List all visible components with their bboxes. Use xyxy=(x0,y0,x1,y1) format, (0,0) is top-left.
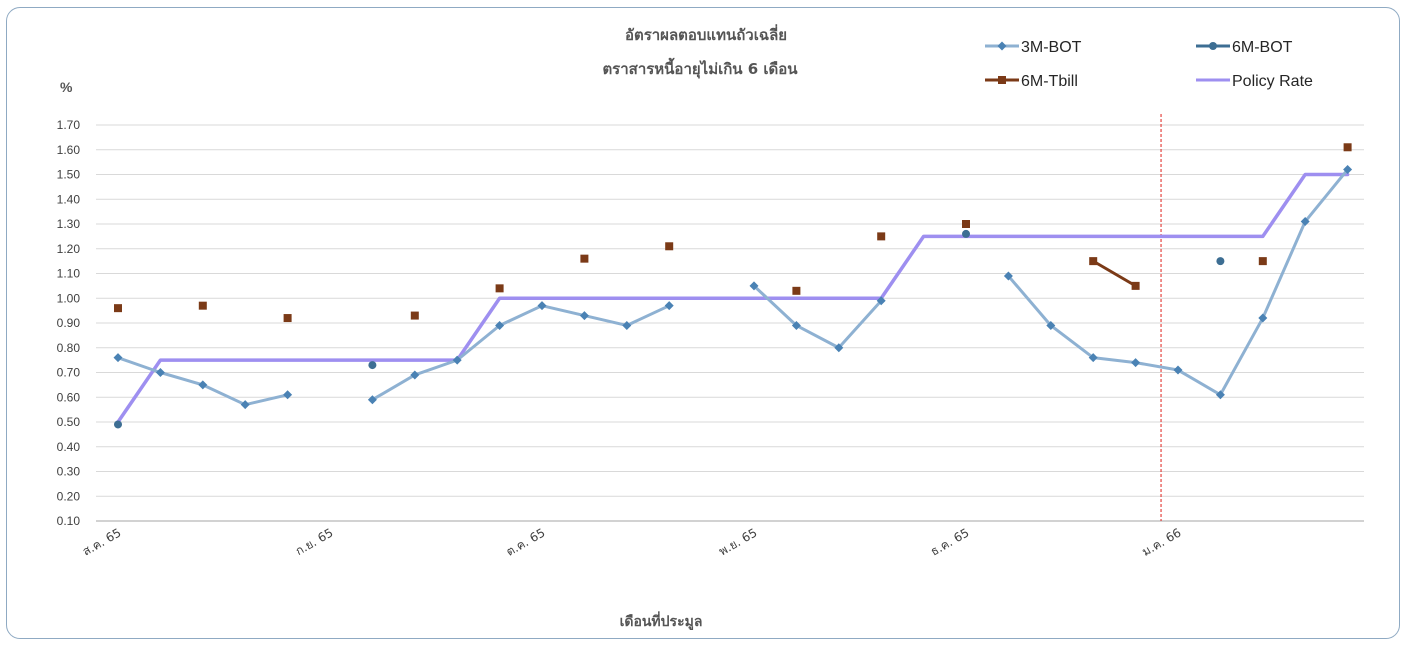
x-tick-label: ส.ค. 65 xyxy=(80,525,123,558)
data-point xyxy=(1343,143,1352,152)
data-point xyxy=(1173,365,1183,375)
y-tick-label: 1.60 xyxy=(57,143,81,157)
legend-item: 6M-Tbill xyxy=(985,73,1078,90)
data-point xyxy=(240,400,250,410)
y-tick-label: 0.60 xyxy=(57,390,81,404)
data-point xyxy=(410,311,419,320)
series-6m-tbill xyxy=(114,143,1352,323)
y-tick-label: 1.50 xyxy=(57,168,81,182)
y-tick-label: 0.30 xyxy=(57,465,81,479)
data-point xyxy=(495,284,504,293)
data-point xyxy=(1088,353,1098,363)
y-tick-label: 1.70 xyxy=(57,118,81,132)
gridlines xyxy=(96,124,1364,522)
data-point xyxy=(792,286,801,295)
data-point xyxy=(1089,257,1098,266)
chart-title-line-1: อัตราผลตอบแทนถัวเฉลี่ย xyxy=(625,24,787,44)
data-point xyxy=(198,301,207,310)
data-point xyxy=(452,355,462,365)
data-point xyxy=(1131,281,1140,290)
data-point xyxy=(622,320,632,330)
x-tick-label: ต.ค. 65 xyxy=(504,525,548,558)
y-tick-label: 0.90 xyxy=(57,316,81,330)
data-point xyxy=(1258,257,1267,266)
x-axis-ticks: ส.ค. 65 ก.ย. 65 ต.ค. 65 พ.ย. 65 ธ.ค. 65 ม.ค. … xyxy=(80,525,1183,558)
legend-marker xyxy=(997,41,1007,51)
chart-title-line-2: ตราสารหนี้อายุไม่เกิน 6 เดือน xyxy=(602,57,798,79)
data-point xyxy=(1003,271,1013,281)
legend: 3M-BOT 6M-BOT 6M-Tbill Policy Rate xyxy=(985,39,1313,90)
legend-label: Policy Rate xyxy=(1232,73,1313,90)
legend-item: 6M-BOT xyxy=(1196,39,1293,56)
x-tick-label: พ.ย. 65 xyxy=(716,525,759,558)
data-point xyxy=(962,229,970,238)
legend-marker xyxy=(998,76,1006,84)
data-point xyxy=(1046,320,1056,330)
data-point xyxy=(114,304,122,313)
data-point xyxy=(495,320,505,330)
series-line xyxy=(1091,259,1138,288)
data-point xyxy=(155,368,165,377)
data-point xyxy=(368,361,377,370)
x-tick-label: ม.ค. 66 xyxy=(1140,525,1184,558)
y-tick-label: 0.80 xyxy=(57,341,81,355)
series-line xyxy=(752,284,883,350)
data-point xyxy=(1216,257,1225,266)
series-6m-bot xyxy=(114,229,1225,429)
data-point xyxy=(579,311,589,321)
series-line xyxy=(370,304,671,402)
data-point xyxy=(664,301,674,311)
x-tick-label: ก.ย. 65 xyxy=(293,525,336,558)
y-tick-label: 0.70 xyxy=(57,366,81,380)
data-point xyxy=(1215,390,1225,400)
series-line xyxy=(1006,168,1350,397)
data-point xyxy=(283,390,293,400)
data-point xyxy=(877,232,886,241)
legend-marker xyxy=(1209,42,1217,50)
y-tick-label: 0.40 xyxy=(57,440,81,454)
legend-label: 6M-Tbill xyxy=(1021,73,1078,90)
data-point xyxy=(876,296,886,306)
data-point xyxy=(962,220,970,228)
data-point xyxy=(113,353,123,363)
y-tick-label: 1.10 xyxy=(57,267,81,281)
data-point xyxy=(749,281,759,291)
data-point xyxy=(1343,165,1353,175)
y-tick-label: 1.30 xyxy=(57,217,81,231)
data-point xyxy=(367,395,377,405)
y-tick-label: 0.10 xyxy=(57,514,81,528)
y-axis-ticks: 1.70 1.60 1.50 1.40 1.30 1.20 1.10 1.00 0.90 0.80… xyxy=(57,118,81,528)
y-axis-unit: % xyxy=(60,79,73,95)
data-point xyxy=(1300,217,1310,227)
y-tick-label: 0.20 xyxy=(57,489,81,503)
x-axis-title: เดือนที่ประมูล xyxy=(620,611,703,630)
legend-item: 3M-BOT xyxy=(985,39,1082,56)
data-point xyxy=(1258,313,1268,323)
data-point xyxy=(580,254,589,263)
series-line xyxy=(116,172,1350,424)
legend-label: 3M-BOT xyxy=(1021,39,1082,56)
data-point xyxy=(114,420,122,429)
y-tick-label: 0.50 xyxy=(57,415,81,429)
data-point xyxy=(791,320,801,330)
data-point xyxy=(665,242,674,251)
series-3m-bot xyxy=(113,165,1353,410)
series-group xyxy=(113,143,1353,429)
x-tick-label: ธ.ค. 65 xyxy=(928,525,971,558)
data-point xyxy=(283,314,292,323)
data-point xyxy=(1131,358,1141,368)
legend-label: 6M-BOT xyxy=(1232,39,1293,56)
y-tick-label: 1.20 xyxy=(57,242,81,256)
data-point xyxy=(537,301,547,311)
data-point xyxy=(834,343,844,353)
data-point xyxy=(198,380,208,390)
y-tick-label: 1.00 xyxy=(57,291,81,305)
data-point xyxy=(410,370,420,380)
series-policy-rate xyxy=(116,172,1350,424)
y-tick-label: 1.40 xyxy=(57,192,81,206)
legend-item: Policy Rate xyxy=(1196,73,1313,90)
